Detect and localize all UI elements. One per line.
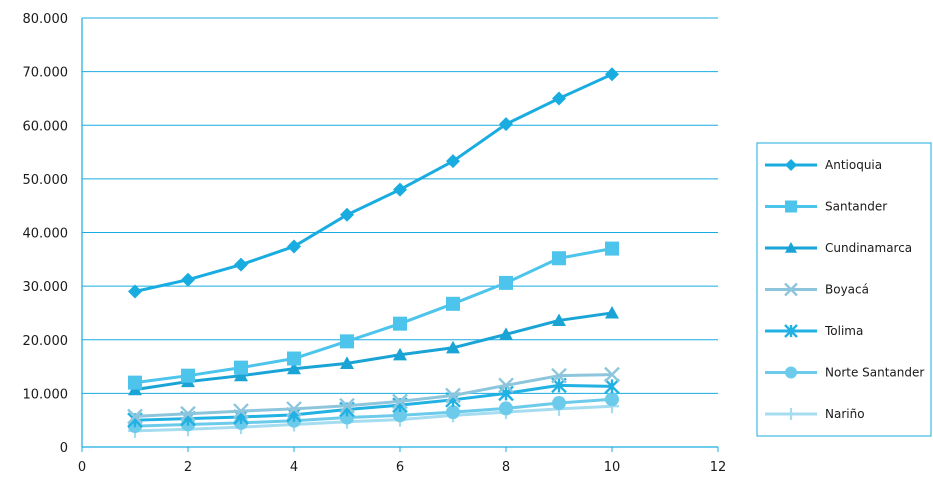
data-point (499, 401, 513, 416)
data-point (446, 405, 460, 420)
data-point (287, 239, 301, 254)
grid (82, 17, 718, 394)
data-point (446, 296, 460, 311)
data-point (127, 408, 143, 425)
series-antioquia (128, 67, 619, 299)
data-point (552, 251, 566, 266)
data-point (234, 360, 248, 375)
x-tick-label: 2 (184, 460, 192, 474)
series-line (134, 404, 613, 433)
data-point (552, 91, 566, 106)
data-point (340, 356, 354, 369)
series-line (134, 373, 613, 418)
legend-item: Norte Santander (765, 366, 924, 380)
data-point (551, 367, 567, 384)
data-point (499, 275, 513, 290)
series-boyac- (127, 366, 620, 425)
legend-label: Cundinamarca (825, 241, 912, 255)
data-point (393, 347, 407, 361)
data-point (128, 375, 142, 390)
x-tick-label: 0 (78, 460, 86, 474)
x-tick-label: 4 (290, 460, 298, 474)
y-tick-label: 50.000 (23, 173, 69, 188)
y-tick-label: 30.000 (23, 280, 69, 295)
axes: 0 10.000 20.000 30.000 40.000 50.000 60.000 70.… (23, 12, 727, 475)
y-tick-label: 40.000 (23, 227, 69, 242)
legend-swatch-marker (784, 282, 798, 297)
y-tick-label: 20.000 (23, 334, 69, 349)
data-point (498, 377, 514, 394)
legend-item: Tolima (765, 324, 863, 338)
series-line (134, 72, 613, 293)
legend-item: Boyacá (765, 283, 869, 297)
series-line (134, 383, 613, 422)
data-point (393, 408, 407, 423)
data-point (340, 334, 354, 349)
data-point (445, 387, 461, 404)
legend-swatch-marker (785, 366, 797, 379)
data-point (181, 272, 195, 287)
legend-swatch-marker (785, 159, 797, 171)
data-point (181, 368, 195, 383)
data-point (552, 396, 566, 411)
data-point (446, 340, 460, 354)
legend-label: Antioquia (825, 158, 882, 172)
legend-item: Nariño (765, 407, 865, 421)
legend-swatch-marker (785, 242, 797, 253)
y-tick-label: 80.000 (23, 12, 69, 27)
data-point (604, 378, 620, 395)
data-point (233, 403, 249, 419)
legend-item: Santander (765, 200, 887, 214)
data-point (234, 368, 248, 382)
y-tick-label: 0 (60, 441, 68, 456)
data-point (340, 207, 354, 222)
legend-label: Boyacá (825, 283, 869, 297)
data-point (605, 241, 619, 256)
x-tick-label: 8 (502, 460, 510, 474)
legend-swatch-marker (785, 200, 797, 213)
legend-item: Antioquia (765, 158, 882, 172)
series-cundinamarca (128, 305, 619, 396)
data-point (605, 67, 619, 82)
legend-item: Cundinamarca (765, 241, 912, 255)
data-point (287, 361, 301, 375)
y-tick-label: 70.000 (23, 66, 69, 81)
data-point (605, 392, 619, 407)
series-line (134, 247, 613, 385)
y-tick-label: 10.000 (23, 387, 69, 402)
data-point (552, 313, 566, 327)
legend-label: Santander (825, 200, 887, 214)
legend: Antioquia Santander Cundinamarca Boyacá Toli… (756, 142, 932, 437)
x-tick-label: 10 (604, 460, 621, 474)
data-point (128, 284, 142, 299)
data-point (604, 366, 620, 383)
data-point (392, 393, 408, 410)
legend-label: Tolima (824, 324, 863, 338)
data-point (499, 117, 513, 132)
legend-label: Norte Santander (825, 366, 924, 380)
legend-swatch-marker (785, 408, 797, 420)
x-tick-label: 12 (710, 460, 727, 474)
x-tick-label: 6 (396, 460, 404, 474)
data-point (393, 182, 407, 197)
series-line (134, 397, 613, 428)
data-point (446, 154, 460, 169)
data-point (339, 397, 355, 414)
legend-label: Nariño (825, 407, 865, 421)
y-tick-label: 60.000 (23, 119, 69, 134)
series-santander (128, 241, 619, 390)
legend-swatch-marker (784, 324, 798, 338)
data-point (393, 316, 407, 331)
data-point (286, 401, 302, 417)
data-point (180, 405, 196, 422)
series-line (134, 311, 613, 392)
data-point (605, 305, 619, 319)
data-point (499, 327, 513, 340)
data-point (287, 351, 301, 366)
data-point (234, 257, 248, 272)
series-group (127, 67, 620, 438)
